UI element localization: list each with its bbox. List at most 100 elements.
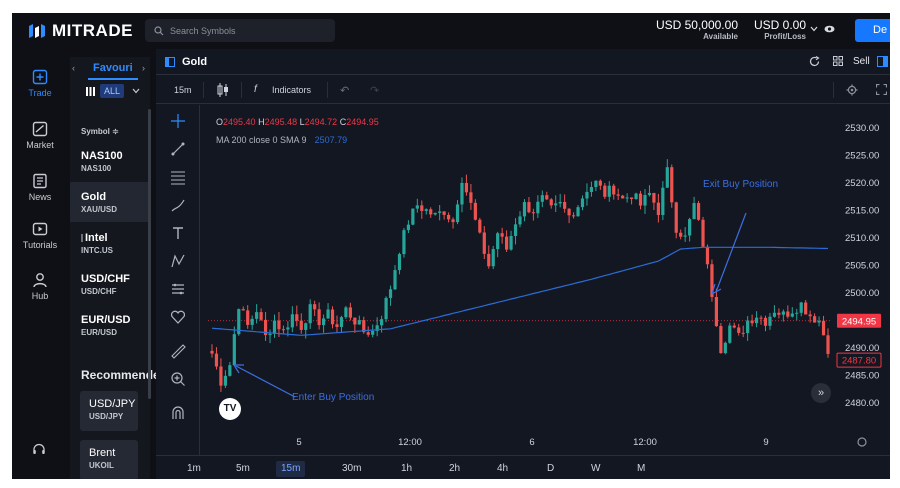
candle-body[interactable] [826,335,830,354]
candle-body[interactable] [737,327,741,333]
interval-selector[interactable]: 15m [174,85,192,95]
chart-canvas[interactable]: 2480.002485.002490.002495.002500.002505.… [200,105,890,452]
candle-body[interactable] [647,192,652,195]
candle-body[interactable] [344,307,348,318]
timeframe-15m[interactable]: 15m [276,461,306,477]
pattern-icon[interactable] [170,253,186,269]
timeframe-1m[interactable]: 1m [187,463,201,474]
timeframe-5m[interactable]: 5m [236,463,250,474]
magnet-icon[interactable] [170,405,186,421]
candle-body[interactable] [348,307,352,318]
candle-body[interactable] [313,304,317,310]
watchlist-item-nas100[interactable]: NAS100 NAS100 [70,141,148,181]
candle-body[interactable] [460,182,464,205]
tradingview-logo-icon[interactable]: TV [219,398,241,420]
candle-body[interactable] [804,302,808,315]
candle-body[interactable] [790,313,794,317]
scroll-to-realtime-button[interactable]: » [811,383,831,403]
brand-logo[interactable]: MITRADE [28,21,133,41]
candle-body[interactable] [210,350,214,354]
candle-body[interactable] [554,203,558,206]
watchlist-item-usdchf[interactable]: USD/CHF USD/CHF [70,264,148,304]
candle-body[interactable] [567,208,571,216]
recommended-card-brent[interactable]: Brent UKOIL [80,440,138,479]
candle-body[interactable] [272,320,277,334]
candle-body[interactable] [598,180,602,186]
candle-body[interactable] [326,309,330,319]
candle-body[interactable] [638,193,643,206]
candle-body[interactable] [719,326,723,354]
candle-body[interactable] [259,312,263,320]
candle-body[interactable] [621,195,625,199]
timeframe-2h[interactable]: 2h [449,463,461,474]
candle-body[interactable] [558,202,562,204]
measure-icon[interactable] [170,281,186,297]
timeframe-4h[interactable]: 4h [497,463,509,474]
candle-body[interactable] [692,203,696,220]
candle-body[interactable] [339,317,344,327]
tab-scroll-right-icon[interactable]: › [142,63,145,73]
timeframe-30m[interactable]: 30m [342,463,362,474]
timeframe-1h[interactable]: 1h [401,463,413,474]
candle-body[interactable] [250,318,254,325]
candle-body[interactable] [299,320,303,330]
eye-icon[interactable] [824,25,835,33]
candle-body[interactable] [317,309,321,326]
candle-body[interactable] [772,312,777,317]
candle-body[interactable] [442,211,446,215]
candle-body[interactable] [308,304,312,324]
candle-body[interactable] [402,230,406,255]
settings-gear-icon[interactable] [846,84,858,96]
candle-body[interactable] [576,207,580,217]
candle-body[interactable] [335,324,339,327]
candle-body[interactable] [496,233,500,250]
candle-body[interactable] [518,216,522,225]
candle-body[interactable] [505,236,509,250]
candle-body[interactable] [362,320,366,333]
candle-body[interactable] [754,317,759,324]
side-panel-icon[interactable] [877,56,888,67]
candle-body[interactable] [705,246,710,265]
candle-body[interactable] [616,194,620,196]
deposit-button[interactable]: De [855,19,890,42]
watchlist-item-intel[interactable]: Intel INTC.US [70,223,148,263]
candle-body[interactable] [580,198,585,208]
candle-body[interactable] [513,224,518,236]
brush-icon[interactable] [170,197,186,213]
candle-body[interactable] [380,319,384,326]
candle-body[interactable] [237,309,241,335]
candle-body[interactable] [795,312,799,314]
candle-body[interactable] [277,320,281,330]
candle-body[interactable] [384,297,388,320]
grid-layout-icon[interactable] [833,56,843,66]
candle-body[interactable] [464,182,469,193]
candle-body[interactable] [710,264,714,298]
candle-body[interactable] [246,310,250,325]
candle-body[interactable] [813,316,817,323]
candle-body[interactable] [527,202,531,213]
candle-body[interactable] [696,203,701,220]
support-icon[interactable] [32,443,46,457]
candle-body[interactable] [290,314,294,328]
candle-body[interactable] [491,249,495,267]
timeframe-m[interactable]: M [637,463,646,474]
symbol-column-header[interactable]: Symbol ≑ [81,127,119,136]
candle-body[interactable] [353,317,357,325]
candle-body[interactable] [714,297,719,327]
candle-body[interactable] [585,191,589,199]
filter-all-button[interactable]: ALL [100,84,125,98]
candle-body[interactable] [482,232,486,254]
refresh-icon[interactable] [809,56,820,67]
recommended-card-usdjpy[interactable]: USD/JPY USD/JPY [80,391,138,431]
candle-body[interactable] [634,193,638,199]
ma-legend[interactable]: MA 200 close 0 SMA 9 2507.79 [216,135,347,145]
candle-body[interactable] [777,312,781,315]
candle-body[interactable] [286,327,290,330]
chevron-down-icon[interactable] [810,26,818,32]
candle-body[interactable] [424,209,428,211]
candle-body[interactable] [411,208,415,225]
heart-icon[interactable] [170,309,186,325]
nav-hub[interactable]: Hub [12,272,68,301]
candle-body[interactable] [594,180,598,188]
candle-body[interactable] [366,332,370,335]
